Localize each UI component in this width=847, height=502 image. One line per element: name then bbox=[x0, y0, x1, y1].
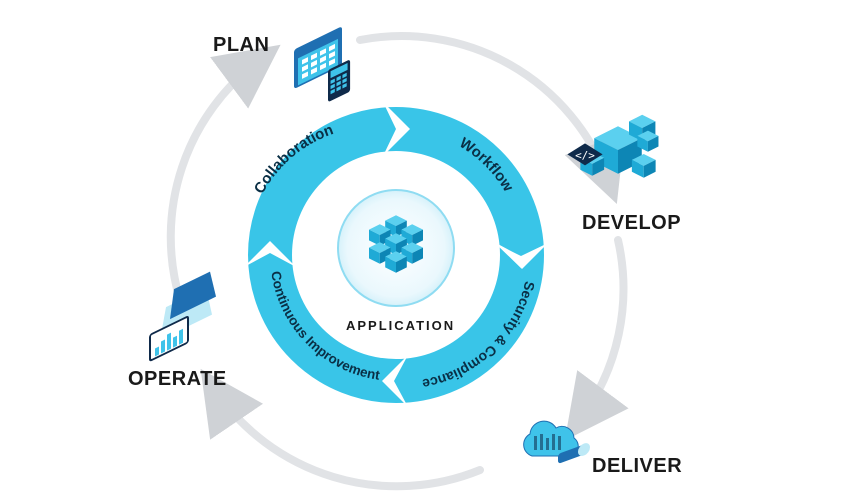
deliver-icon bbox=[524, 421, 590, 465]
phase-label-plan: PLAN bbox=[213, 34, 269, 57]
develop-icon: </> bbox=[567, 115, 658, 178]
plan-icon bbox=[294, 26, 350, 102]
phase-label-develop: DEVELOP bbox=[582, 212, 681, 235]
phase-label-operate: OPERATE bbox=[128, 368, 227, 391]
svg-text:</>: </> bbox=[575, 149, 595, 162]
operate-icon bbox=[150, 269, 216, 361]
phase-label-deliver: DELIVER bbox=[592, 455, 682, 478]
phase-icons: </> bbox=[0, 0, 847, 502]
devops-lifecycle-diagram: Collaboration Workflow Security & Compli… bbox=[0, 0, 847, 502]
